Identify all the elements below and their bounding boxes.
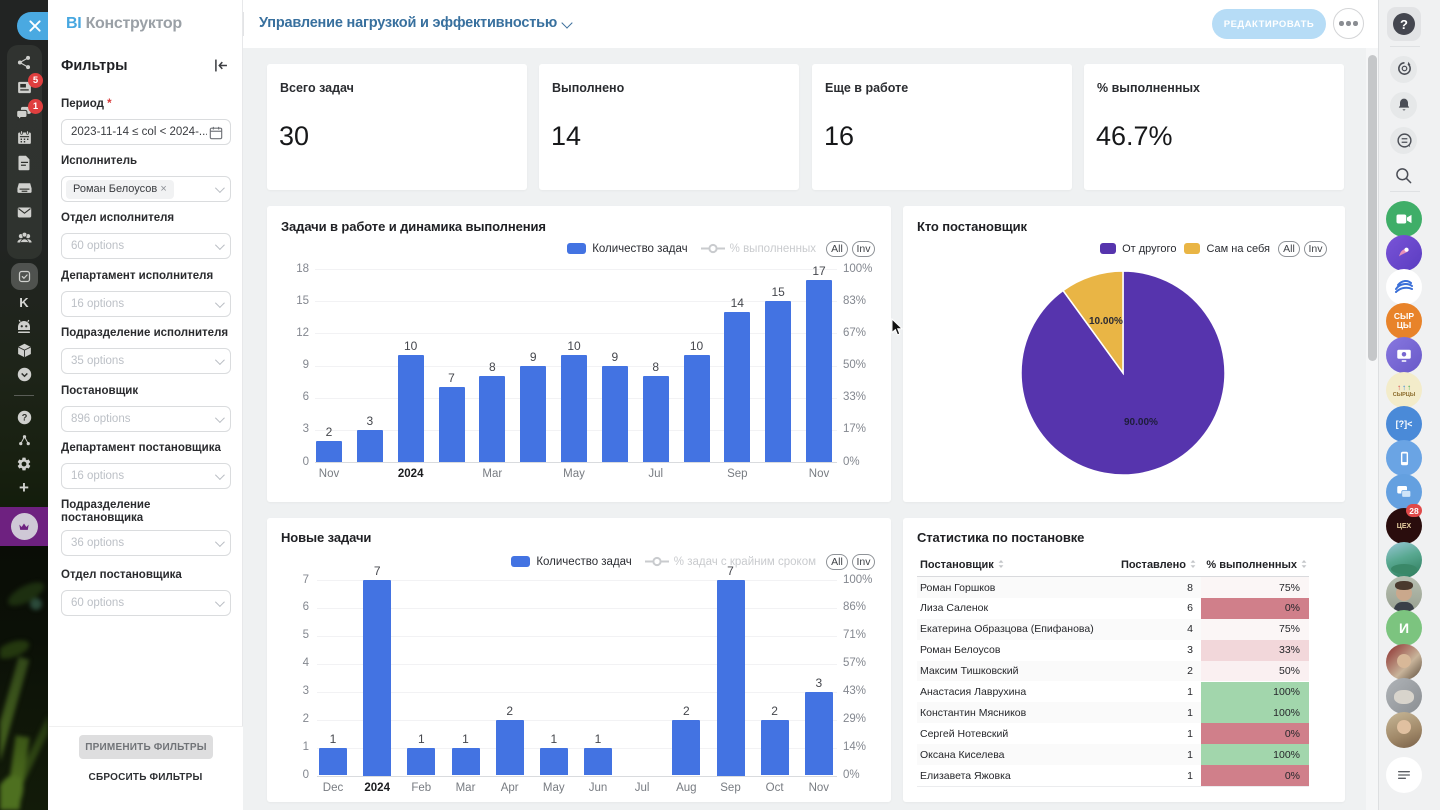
svg-text:?: ? [21, 413, 27, 423]
